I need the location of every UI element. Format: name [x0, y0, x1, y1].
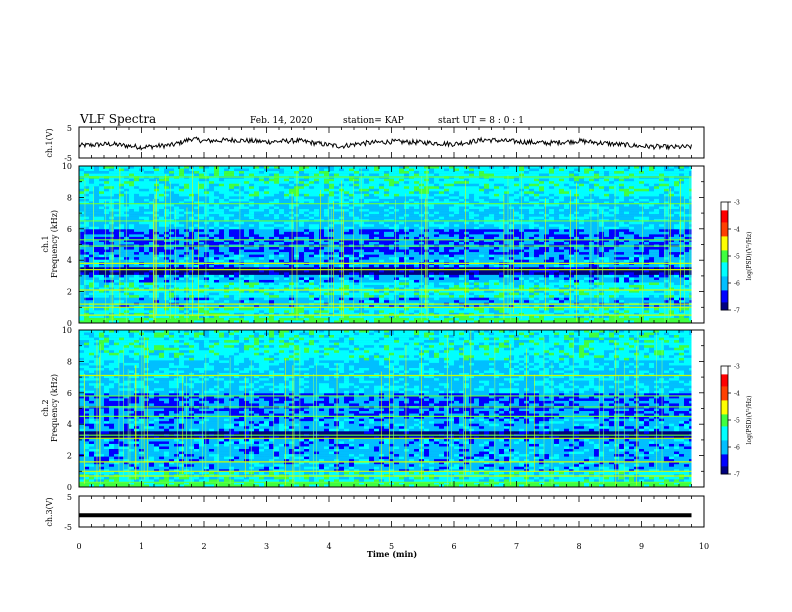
ch1-spectrogram-panel: 0 2 4 6 8 10 ch.1 Frequency (kHz) — [41, 162, 705, 328]
time-axis-label: Time (min) — [367, 549, 417, 559]
freq-tick-label: 10 — [62, 162, 72, 171]
colorbar-tick-label: -5 — [734, 254, 740, 261]
freq-tick-label: 2 — [67, 452, 72, 461]
colorbar-tick-label: -6 — [734, 445, 740, 452]
ch1-ytick-top: 5 — [67, 124, 72, 133]
ch1-waveform-panel: 5 -5 ch.1(V) — [45, 124, 705, 163]
colorbar-tick-label: -3 — [734, 200, 740, 207]
start-ut-label: start UT = 8 : 0 : 1 — [438, 116, 524, 126]
time-tick-label: 3 — [264, 542, 269, 551]
ch3-ytick-top: 5 — [67, 493, 72, 502]
ch1-ylabel: ch.1(V) — [45, 128, 54, 157]
ch1-colorbar-label: log(PSD)(V²/Hz) — [746, 232, 753, 281]
time-tick-label: 5 — [389, 542, 394, 551]
time-tick-label: 7 — [514, 542, 519, 551]
time-tick-label: 9 — [639, 542, 644, 551]
ch2-spec-ylabel-ch: ch.2 — [41, 399, 50, 416]
ch1-colorbar: -3 -4 -5 -6 -7 log(PSD)(V²/Hz) — [720, 200, 753, 315]
ch1-ytick-bottom: -5 — [64, 154, 72, 163]
time-tick-label: 6 — [451, 542, 456, 551]
colorbar-tick-label: -4 — [734, 391, 740, 398]
ch1-spectrogram-heatmap — [79, 166, 705, 324]
ch3-waveform-panel: 5 -5 ch.3(V) — [45, 493, 705, 532]
ch2-colorbar-label: log(PSD)(V²/Hz) — [746, 396, 753, 445]
freq-tick-label: 8 — [67, 357, 72, 366]
freq-tick-label: 6 — [67, 225, 72, 234]
colorbar-tick-label: -4 — [734, 227, 740, 234]
freq-tick-label: 4 — [67, 256, 72, 265]
ch3-ytick-bottom: -5 — [64, 523, 72, 532]
colorbar-tick-label: -6 — [734, 281, 740, 288]
figure-title: VLF Spectra — [79, 112, 156, 126]
freq-tick-label: 6 — [67, 389, 72, 398]
colorbar-tick-label: -7 — [734, 472, 740, 479]
ch1-waveform-line — [78, 136, 692, 151]
time-tick-label: 8 — [576, 542, 581, 551]
time-tick-label: 4 — [326, 542, 331, 551]
freq-tick-label: 4 — [67, 420, 72, 429]
time-axis-tick-labels: 0 1 2 3 4 5 6 7 8 9 10 — [76, 542, 709, 551]
ch2-spectrogram-panel: 0 2 4 6 8 10 ch.2 Frequency (kHz) — [41, 326, 705, 492]
ch2-spectrogram-heatmap — [79, 330, 705, 488]
freq-tick-label: 10 — [62, 326, 72, 335]
ch2-spec-ylabel-freq: Frequency (kHz) — [50, 374, 59, 442]
time-tick-label: 2 — [201, 542, 206, 551]
station-label: station= KAP — [343, 116, 404, 126]
time-tick-label: 0 — [76, 542, 81, 551]
freq-tick-label: 0 — [67, 483, 72, 492]
date-label: Feb. 14, 2020 — [250, 116, 313, 126]
freq-tick-label: 0 — [67, 319, 72, 328]
ch3-ylabel: ch.3(V) — [45, 497, 54, 526]
colorbar-tick-label: -5 — [734, 418, 740, 425]
colorbar-tick-label: -3 — [734, 364, 740, 371]
time-tick-label: 1 — [139, 542, 144, 551]
freq-tick-label: 2 — [67, 288, 72, 297]
colorbar-tick-label: -7 — [734, 308, 740, 315]
ch1-spec-ylabel-ch: ch.1 — [41, 235, 50, 252]
ch1-spec-ylabel-freq: Frequency (kHz) — [50, 210, 59, 278]
ch2-colorbar: -3 -4 -5 -6 -7 log(PSD)(V²/Hz) — [720, 364, 753, 479]
freq-tick-label: 8 — [67, 193, 72, 202]
time-tick-label: 10 — [699, 542, 709, 551]
